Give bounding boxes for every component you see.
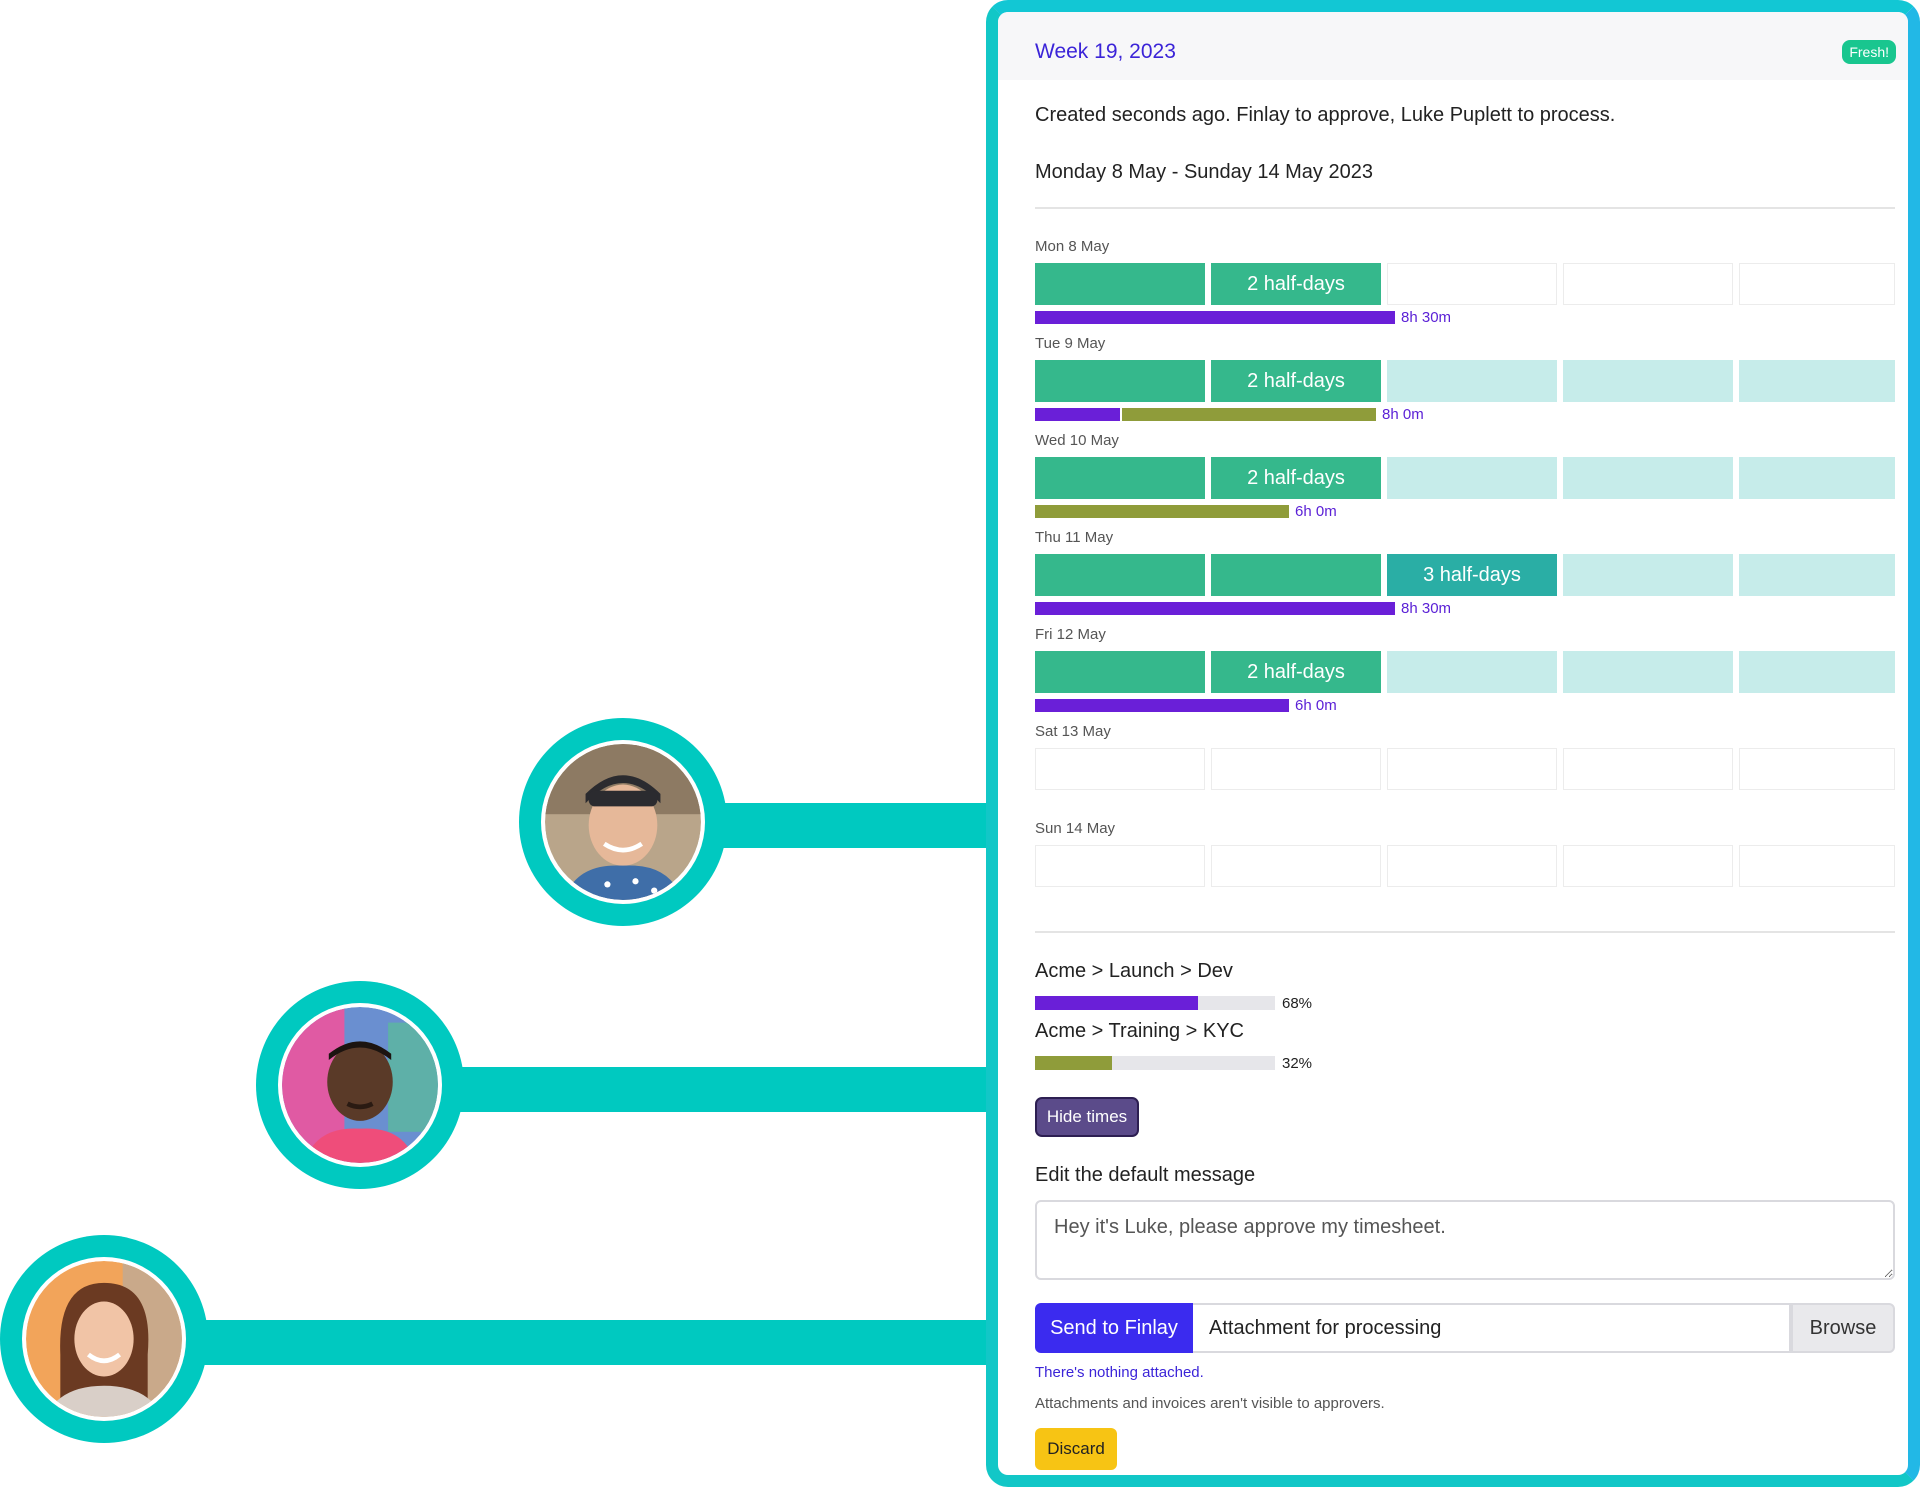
time-slot[interactable] bbox=[1387, 360, 1557, 402]
browse-button[interactable]: Browse bbox=[1791, 1303, 1895, 1353]
timesheet-card: Week 19, 2023 Fresh! Created seconds ago… bbox=[986, 0, 1920, 1487]
project-progress-track bbox=[1035, 996, 1275, 1010]
time-slot[interactable] bbox=[1563, 554, 1733, 596]
avatar-ring-1 bbox=[519, 718, 727, 926]
time-slot[interactable] bbox=[1035, 360, 1205, 402]
project-percent: 32% bbox=[1282, 1055, 1313, 1072]
hours-bar bbox=[1035, 699, 1289, 712]
day-label: Thu 11 May bbox=[1035, 529, 1114, 546]
attachment-note: Attachments and invoices aren't visible … bbox=[1035, 1395, 1385, 1412]
attachment-input[interactable]: Attachment for processing bbox=[1193, 1303, 1791, 1353]
time-slot[interactable] bbox=[1563, 457, 1733, 499]
avatar-ring-3 bbox=[0, 1235, 208, 1443]
time-slot[interactable] bbox=[1387, 457, 1557, 499]
hours-label: 8h 0m bbox=[1382, 406, 1424, 423]
timesheet-meta: Created seconds ago. Finlay to approve, … bbox=[1035, 104, 1616, 126]
avatar-man-icon bbox=[282, 1007, 438, 1163]
hours-bar bbox=[1035, 505, 1289, 518]
discard-button[interactable]: Discard bbox=[1035, 1428, 1117, 1470]
divider-bottom bbox=[1035, 931, 1895, 933]
time-slot[interactable] bbox=[1739, 263, 1895, 305]
day-label: Mon 8 May bbox=[1035, 238, 1110, 255]
time-slot[interactable] bbox=[1211, 845, 1381, 887]
edit-message-label: Edit the default message bbox=[1035, 1164, 1256, 1186]
card-header: Week 19, 2023 Fresh! bbox=[998, 12, 1908, 80]
time-slot[interactable] bbox=[1035, 651, 1205, 693]
time-slot[interactable] bbox=[1035, 554, 1205, 596]
day-label: Fri 12 May bbox=[1035, 626, 1106, 643]
avatar-man-cap-icon bbox=[545, 744, 701, 900]
time-slot[interactable] bbox=[1211, 748, 1381, 790]
project-percent: 68% bbox=[1282, 995, 1313, 1012]
time-slot[interactable] bbox=[1739, 554, 1895, 596]
time-slot[interactable] bbox=[1739, 748, 1895, 790]
day-label: Sat 13 May bbox=[1035, 723, 1111, 740]
hours-bar bbox=[1035, 602, 1395, 615]
time-slot[interactable] bbox=[1563, 748, 1733, 790]
hours-label: 8h 30m bbox=[1401, 309, 1452, 326]
time-slot[interactable] bbox=[1035, 845, 1205, 887]
day-label: Tue 9 May bbox=[1035, 335, 1106, 352]
project-progress-track bbox=[1035, 1056, 1275, 1070]
message-textarea[interactable]: Hey it's Luke, please approve my timeshe… bbox=[1035, 1200, 1895, 1280]
time-slot[interactable] bbox=[1387, 748, 1557, 790]
time-slot[interactable] bbox=[1563, 651, 1733, 693]
hours-label: 8h 30m bbox=[1401, 600, 1452, 617]
project-name: Acme > Launch > Dev bbox=[1035, 960, 1233, 982]
project-progress-fill bbox=[1035, 1056, 1112, 1070]
time-slot[interactable] bbox=[1387, 651, 1557, 693]
time-slot[interactable]: 2 half-days bbox=[1211, 360, 1381, 402]
avatar-ring-2 bbox=[256, 981, 464, 1189]
hours-bar bbox=[1035, 408, 1120, 421]
hours-bar bbox=[1122, 408, 1376, 421]
day-label: Wed 10 May bbox=[1035, 432, 1119, 449]
divider-top bbox=[1035, 207, 1895, 209]
time-slot[interactable] bbox=[1739, 651, 1895, 693]
connector-line-3 bbox=[170, 1320, 990, 1365]
time-slot[interactable] bbox=[1739, 457, 1895, 499]
project-progress-fill bbox=[1035, 996, 1199, 1010]
time-slot[interactable] bbox=[1211, 554, 1381, 596]
hours-label: 6h 0m bbox=[1295, 503, 1337, 520]
send-button[interactable]: Send to Finlay bbox=[1035, 1303, 1193, 1353]
time-slot[interactable] bbox=[1035, 457, 1205, 499]
time-slot[interactable] bbox=[1563, 845, 1733, 887]
time-slot[interactable] bbox=[1563, 263, 1733, 305]
day-label: Sun 14 May bbox=[1035, 820, 1116, 837]
time-slot[interactable] bbox=[1739, 360, 1895, 402]
time-slot[interactable] bbox=[1563, 360, 1733, 402]
time-slot[interactable]: 2 half-days bbox=[1211, 457, 1381, 499]
time-slot[interactable] bbox=[1739, 845, 1895, 887]
status-badge: Fresh! bbox=[1842, 40, 1896, 64]
week-title: Week 19, 2023 bbox=[1035, 40, 1176, 63]
avatar-woman-icon bbox=[26, 1261, 182, 1417]
time-slot[interactable] bbox=[1035, 263, 1205, 305]
time-slot[interactable] bbox=[1035, 748, 1205, 790]
attachment-status: There's nothing attached. bbox=[1035, 1364, 1204, 1381]
project-name: Acme > Training > KYC bbox=[1035, 1020, 1244, 1042]
hide-times-button[interactable]: Hide times bbox=[1035, 1097, 1139, 1137]
time-slot[interactable]: 3 half-days bbox=[1387, 554, 1557, 596]
time-slot[interactable] bbox=[1387, 845, 1557, 887]
connector-line-2 bbox=[440, 1067, 990, 1112]
hours-bar bbox=[1035, 311, 1395, 324]
time-slot[interactable]: 2 half-days bbox=[1211, 651, 1381, 693]
send-row: Send to Finlay Attachment for processing… bbox=[1035, 1303, 1895, 1353]
connector-line-1 bbox=[700, 803, 990, 848]
time-slot[interactable]: 2 half-days bbox=[1211, 263, 1381, 305]
date-range: Monday 8 May - Sunday 14 May 2023 bbox=[1035, 161, 1373, 183]
hours-label: 6h 0m bbox=[1295, 697, 1337, 714]
time-slot[interactable] bbox=[1387, 263, 1557, 305]
